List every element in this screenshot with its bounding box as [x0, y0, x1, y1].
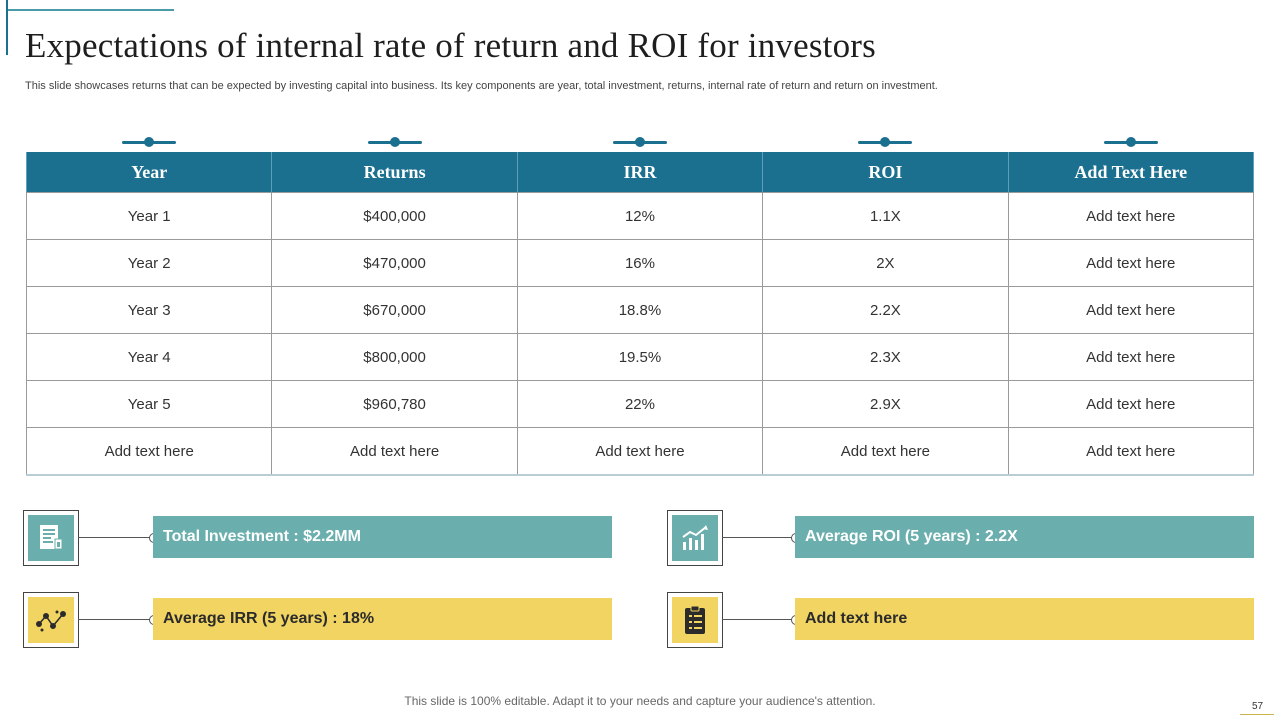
header-notes: Add Text Here	[1007, 152, 1255, 193]
table-cell: Add text here	[1007, 333, 1255, 381]
table-cell: Add text here	[271, 427, 518, 476]
header-year: Year	[25, 152, 273, 193]
kpi-investment-icon-box	[23, 510, 79, 566]
table-cell: 1.1X	[762, 192, 1009, 240]
table-cell: Year 2	[25, 239, 273, 287]
table-cell: 18.8%	[516, 286, 764, 334]
kpi-notes-label: Add text here	[805, 610, 908, 627]
kpi-average-roi: Average ROI (5 years) : 2.2X	[795, 516, 1254, 558]
table-cell: 2X	[762, 239, 1009, 287]
corner-accent-horizontal	[6, 9, 174, 11]
page-number: 57	[1252, 701, 1264, 712]
roi-table: Year Returns IRR ROI Add Text Here Year …	[25, 152, 1255, 476]
header-returns: Returns	[271, 152, 518, 193]
table-cell: 2.9X	[762, 380, 1009, 428]
kpi-roi-icon-box	[667, 510, 723, 566]
table-cell: Add text here	[1007, 286, 1255, 334]
table-cell: $400,000	[271, 192, 518, 240]
slide-title: Expectations of internal rate of return …	[25, 26, 876, 65]
table-cell: Add text here	[1007, 380, 1255, 428]
table-cell: 22%	[516, 380, 764, 428]
table-cell: 2.3X	[762, 333, 1009, 381]
table-row: Year 2 $470,000 16% 2X Add text here	[25, 239, 1255, 287]
table-cell: 16%	[516, 239, 764, 287]
kpi-notes-icon-box	[667, 592, 723, 648]
table-cell: Year 1	[25, 192, 273, 240]
page-number-underline	[1240, 714, 1274, 715]
table-cell: 12%	[516, 192, 764, 240]
kpi-average-irr: Average IRR (5 years) : 18%	[153, 598, 612, 640]
kpi-notes: Add text here	[795, 598, 1254, 640]
kpi-connector-line	[722, 537, 795, 538]
column-connector	[858, 136, 912, 148]
table-cell: Add text here	[1007, 239, 1255, 287]
table-row: Add text here Add text here Add text her…	[25, 427, 1255, 476]
table-header-row: Year Returns IRR ROI Add Text Here	[25, 152, 1255, 193]
header-roi: ROI	[762, 152, 1009, 193]
table-cell: 2.2X	[762, 286, 1009, 334]
scatter-trend-icon	[36, 610, 66, 632]
table-row: Year 4 $800,000 19.5% 2.3X Add text here	[25, 333, 1255, 381]
report-icon	[40, 525, 63, 550]
table-cell: $960,780	[271, 380, 518, 428]
table-cell: Add text here	[762, 427, 1009, 476]
column-connector	[613, 136, 667, 148]
table-cell: $800,000	[271, 333, 518, 381]
table-row: Year 5 $960,780 22% 2.9X Add text here	[25, 380, 1255, 428]
table-cell: 19.5%	[516, 333, 764, 381]
table-cell: Year 3	[25, 286, 273, 334]
table-row: Year 3 $670,000 18.8% 2.2X Add text here	[25, 286, 1255, 334]
growth-chart-icon	[682, 525, 708, 550]
kpi-total-investment: Total Investment : $2.2MM	[153, 516, 612, 558]
slide-subtitle: This slide showcases returns that can be…	[25, 80, 938, 92]
table-cell: Add text here	[1007, 192, 1255, 240]
table-cell: $670,000	[271, 286, 518, 334]
table-cell: Year 4	[25, 333, 273, 381]
column-connector	[368, 136, 422, 148]
clipboard-icon	[685, 605, 705, 634]
corner-accent-vertical	[6, 0, 8, 55]
header-irr: IRR	[516, 152, 764, 193]
column-connector	[1104, 136, 1158, 148]
table-cell: Year 5	[25, 380, 273, 428]
slide-footer: This slide is 100% editable. Adapt it to…	[404, 694, 876, 708]
kpi-connector-line	[78, 619, 153, 620]
table-cell: Add text here	[1007, 427, 1255, 476]
kpi-total-investment-label: Total Investment : $2.2MM	[163, 528, 361, 545]
table-cell: Add text here	[516, 427, 764, 476]
kpi-average-irr-label: Average IRR (5 years) : 18%	[163, 610, 375, 627]
kpi-connector-line	[722, 619, 795, 620]
kpi-irr-icon-box	[23, 592, 79, 648]
kpi-average-roi-label: Average ROI (5 years) : 2.2X	[805, 528, 1018, 545]
column-connector	[122, 136, 176, 148]
table-cell: $470,000	[271, 239, 518, 287]
table-row: Year 1 $400,000 12% 1.1X Add text here	[25, 192, 1255, 240]
table-cell: Add text here	[25, 427, 273, 476]
kpi-connector-line	[78, 537, 153, 538]
